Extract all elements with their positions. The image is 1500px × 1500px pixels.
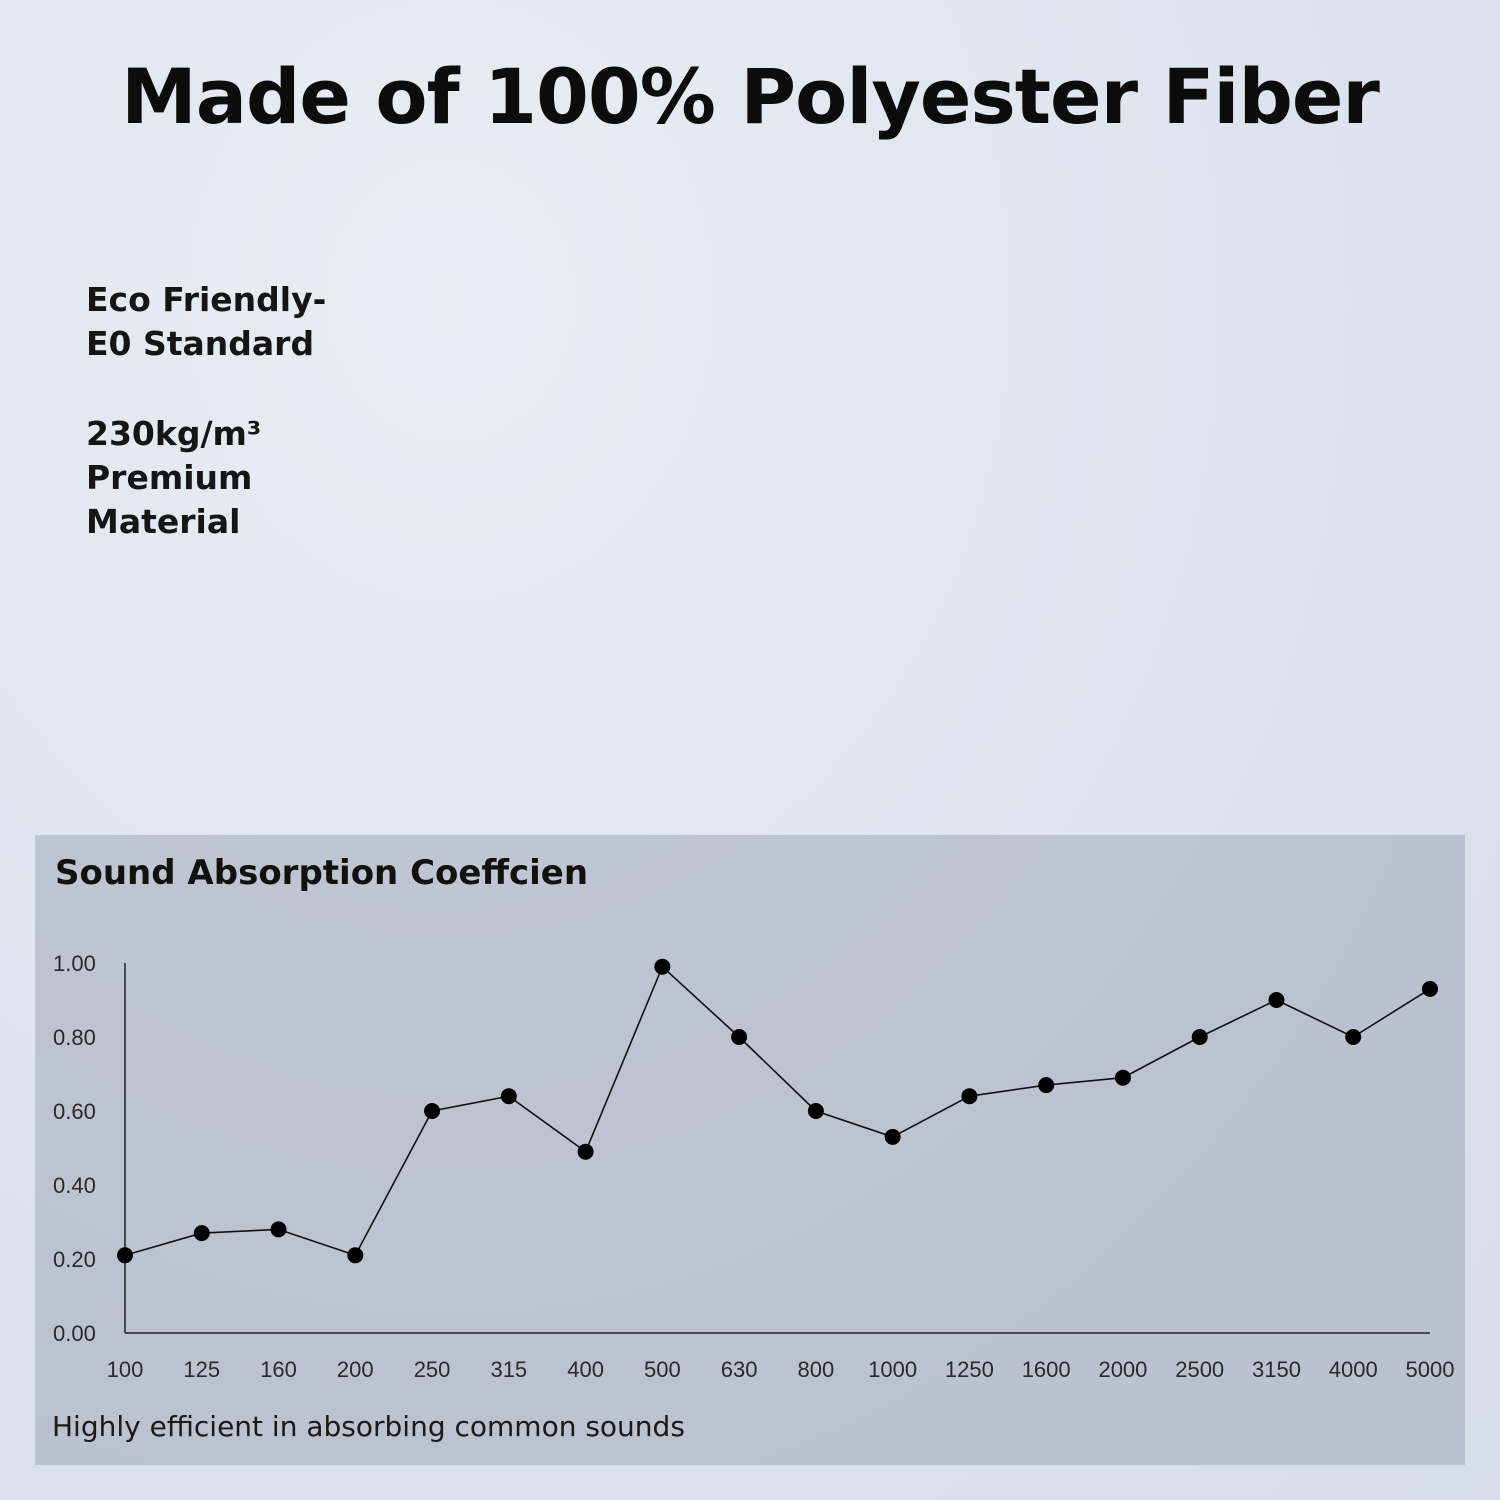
data-point: [1114, 1069, 1131, 1086]
data-point: [731, 1029, 748, 1045]
line-chart: 0.00 0.20 0.40 0.60 0.80 1.00 100 125 160 200 250 3…: [53, 951, 1455, 1382]
data-point: [347, 1247, 364, 1264]
x-tick-label: 5000: [1406, 1357, 1455, 1382]
feature-line: E0 Standard: [86, 324, 315, 363]
x-tick-label: 1600: [1022, 1357, 1071, 1382]
x-tick-label: 1250: [945, 1357, 994, 1382]
data-point: [961, 1088, 978, 1105]
data-point: [1422, 980, 1438, 997]
x-tick-label: 315: [490, 1357, 527, 1382]
data-point: [117, 1247, 133, 1264]
x-tick-label: 200: [337, 1357, 374, 1382]
headline: Made of 100% Polyester Fiber: [121, 52, 1380, 141]
x-tick-label: 630: [721, 1357, 758, 1382]
x-tick-label: 1000: [868, 1357, 917, 1382]
data-point: [807, 1103, 824, 1119]
y-tick-label: 0.00: [53, 1321, 96, 1346]
x-tick-label: 3150: [1252, 1357, 1301, 1382]
data-point: [270, 1221, 287, 1238]
data-point: [654, 958, 671, 975]
x-tick-label: 500: [644, 1357, 681, 1382]
data-point: [193, 1225, 210, 1242]
y-tick-label: 0.80: [53, 1025, 96, 1050]
x-tick-label: 160: [260, 1357, 297, 1382]
x-tick-label: 125: [183, 1357, 220, 1382]
y-tick-label: 0.40: [53, 1173, 96, 1198]
data-point: [1268, 992, 1285, 1008]
feature-line: 230kg/m³: [86, 414, 262, 453]
y-tick-label: 1.00: [53, 951, 96, 976]
data-point: [500, 1088, 517, 1105]
y-tick-label: 0.60: [53, 1099, 96, 1124]
x-tick-label: 100: [107, 1357, 144, 1382]
data-point: [577, 1143, 594, 1160]
feature-line: Eco Friendly-: [86, 280, 327, 319]
x-tick-label: 2500: [1175, 1357, 1224, 1382]
x-tick-label: 2000: [1098, 1357, 1147, 1382]
feature-eco-friendly: Eco Friendly- E0 Standard: [86, 278, 326, 366]
chart-caption: Highly efficient in absorbing common sou…: [52, 1410, 685, 1443]
y-tick-label: 0.20: [53, 1247, 96, 1272]
feature-density: 230kg/m³ Premium Material: [86, 412, 261, 544]
data-point: [1038, 1077, 1055, 1094]
series-line: [124, 965, 1431, 1257]
x-tick-label: 250: [414, 1357, 451, 1382]
data-point: [1345, 1029, 1362, 1045]
chart-title: Sound Absorption Coeffcien: [55, 853, 589, 893]
x-tick-label: 4000: [1329, 1357, 1378, 1382]
data-point: [424, 1103, 441, 1119]
data-point: [884, 1128, 901, 1145]
feature-line: Material: [86, 502, 241, 541]
feature-line: Premium: [86, 458, 253, 497]
x-tick-label: 800: [798, 1357, 835, 1382]
chart-panel: Sound Absorption Coeffcien 0.00 0.20 0.40 0…: [35, 835, 1465, 1465]
x-tick-label: 400: [567, 1357, 604, 1382]
data-point: [1191, 1029, 1208, 1045]
